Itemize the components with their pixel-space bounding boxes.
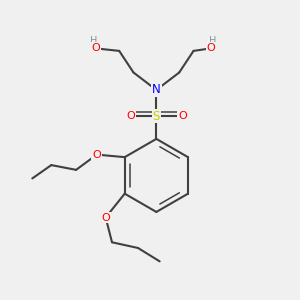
Text: N: N [152, 83, 161, 97]
Text: O: O [126, 111, 135, 121]
Text: O: O [178, 111, 187, 121]
Text: O: O [207, 43, 215, 53]
Text: S: S [153, 110, 160, 122]
Text: H: H [209, 36, 216, 46]
Text: O: O [101, 212, 110, 223]
Text: H: H [90, 36, 98, 46]
Text: O: O [91, 43, 100, 53]
Text: O: O [92, 150, 101, 160]
